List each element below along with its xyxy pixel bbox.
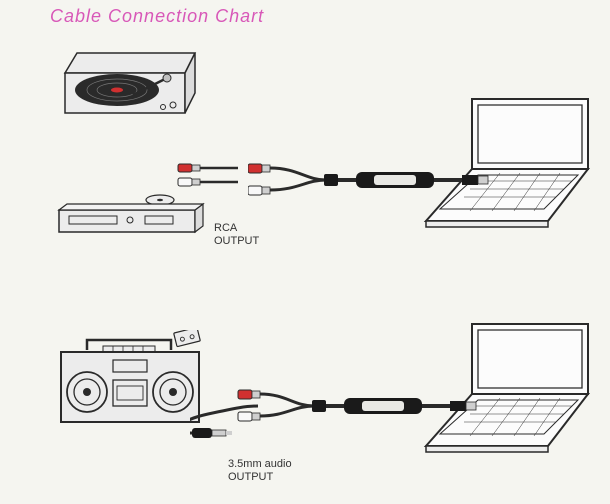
chart-title: Cable Connection Chart [50,6,264,27]
audio-output-label: 3.5mm audio OUTPUT [228,458,292,484]
rca-output-label: RCA OUTPUT [214,222,259,248]
turntable-icon [55,35,205,135]
rca-usb-cable-icon [248,156,498,211]
rca-source-plugs-icon [172,158,252,208]
audio-jack-cable-icon [190,384,490,454]
